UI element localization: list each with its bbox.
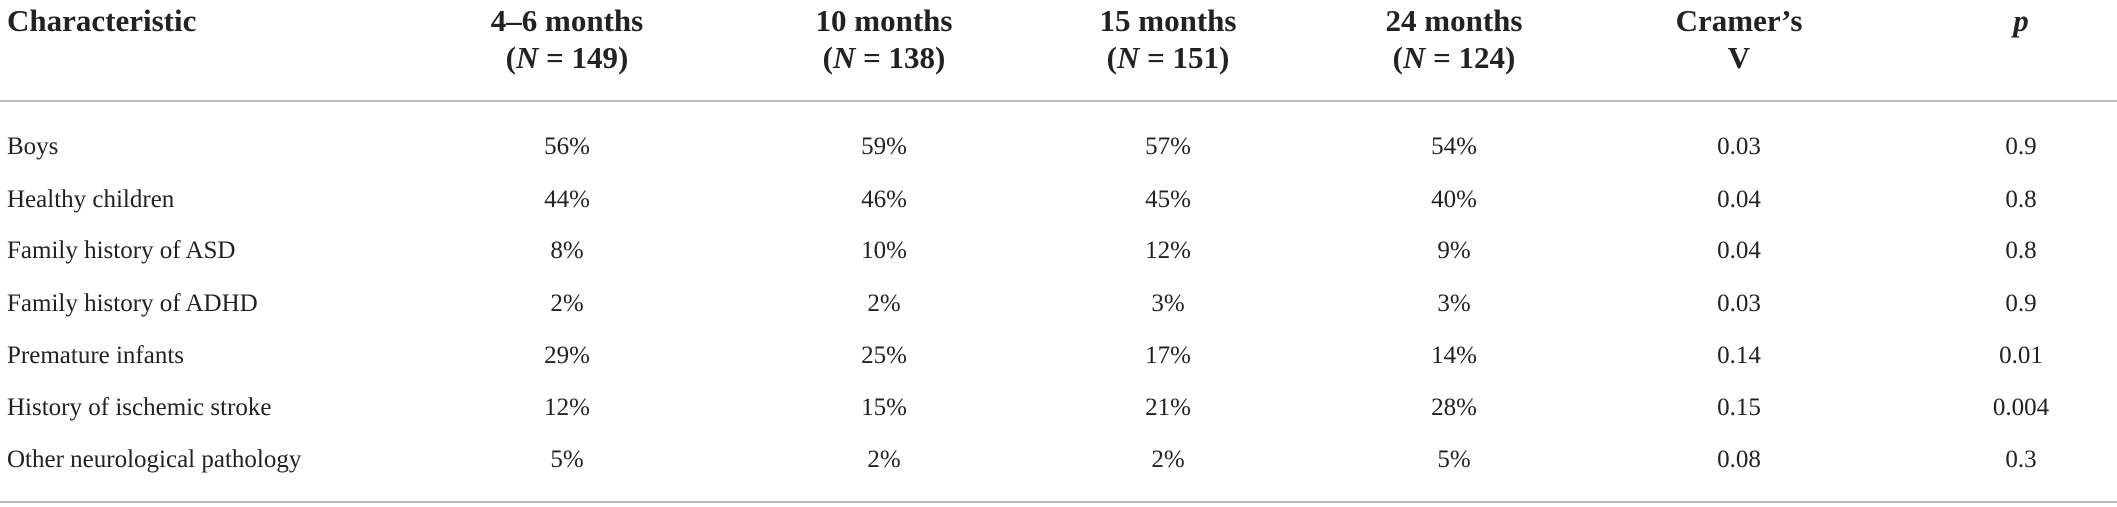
header-text: ( — [1392, 40, 1403, 75]
header-text: 10 months — [815, 3, 953, 38]
header-text: N — [515, 40, 539, 75]
cell-value: 5% — [1437, 446, 1471, 473]
cell-value: 0.8 — [2005, 237, 2037, 264]
column-header: p — [2013, 2, 2029, 39]
header-text: = 124) — [1425, 40, 1516, 75]
header-text: p — [2013, 3, 2029, 38]
cell-value: 57% — [1145, 133, 1191, 160]
header-line: Cramer’s — [1676, 2, 1803, 39]
cell-value: 44% — [544, 186, 590, 213]
header-text: Characteristic — [7, 3, 197, 38]
cell-value: 12% — [544, 394, 590, 421]
cell-value: 0.8 — [2005, 186, 2037, 213]
header-text: 15 months — [1099, 3, 1237, 38]
cell-value: 3% — [1151, 290, 1185, 317]
cell-value: 0.04 — [1717, 237, 1761, 264]
cell-value: 8% — [550, 237, 584, 264]
header-line: (N = 124) — [1386, 39, 1523, 76]
cell-value: 0.3 — [2005, 446, 2037, 473]
cell-value: 9% — [1437, 237, 1471, 264]
column-header: 10 months (N = 138) — [816, 2, 953, 76]
row-label: Premature infants — [7, 342, 185, 369]
header-line: Characteristic — [7, 2, 196, 39]
header-line: 15 months — [1100, 2, 1237, 39]
header-line: (N = 151) — [1100, 39, 1237, 76]
row-label: History of ischemic stroke — [7, 394, 272, 421]
header-text: 24 months — [1385, 3, 1523, 38]
column-header: 15 months (N = 151) — [1100, 2, 1237, 76]
cell-value: 28% — [1431, 394, 1477, 421]
cell-value: 46% — [861, 186, 907, 213]
column-header: 24 months (N = 124) — [1386, 2, 1523, 76]
row-label: Other neurological pathology — [7, 446, 302, 473]
header-text: N — [1402, 40, 1426, 75]
header-text: V — [1727, 40, 1751, 75]
row-label: Family history of ADHD — [7, 290, 258, 317]
cell-value: 3% — [1437, 290, 1471, 317]
header-line: (N = 149) — [491, 39, 643, 76]
cell-value: 14% — [1431, 342, 1477, 369]
cell-value: 5% — [550, 446, 584, 473]
cell-value: 15% — [861, 394, 907, 421]
header-text: = 149) — [538, 40, 629, 75]
cell-value: 0.9 — [2005, 133, 2037, 160]
header-line: 4–6 months — [491, 2, 643, 39]
cell-value: 0.03 — [1717, 290, 1761, 317]
header-line: (N = 138) — [816, 39, 953, 76]
cell-value: 56% — [544, 133, 590, 160]
cell-value: 59% — [861, 133, 907, 160]
header-text: = 151) — [1139, 40, 1230, 75]
header-text: Cramer’s — [1675, 3, 1803, 38]
cell-value: 29% — [544, 342, 590, 369]
row-label: Healthy children — [7, 186, 175, 213]
cell-value: 25% — [861, 342, 907, 369]
cell-value: 2% — [550, 290, 584, 317]
header-text: 4–6 months — [490, 3, 644, 38]
cell-value: 21% — [1145, 394, 1191, 421]
cell-value: 0.08 — [1717, 446, 1761, 473]
header-text: N — [832, 40, 856, 75]
cell-value: 40% — [1431, 186, 1477, 213]
header-text: = 138) — [855, 40, 946, 75]
header-text: N — [1116, 40, 1140, 75]
header-text: ( — [1106, 40, 1117, 75]
cell-value: 2% — [867, 446, 901, 473]
row-label: Family history of ASD — [7, 237, 236, 264]
cell-value: 45% — [1145, 186, 1191, 213]
cell-value: 0.03 — [1717, 133, 1761, 160]
header-line: 10 months — [816, 2, 953, 39]
column-header: Characteristic — [7, 2, 196, 39]
cell-value: 0.04 — [1717, 186, 1761, 213]
header-line: V — [1676, 39, 1803, 76]
cell-value: 0.004 — [1992, 394, 2050, 421]
cell-value: 12% — [1145, 237, 1191, 264]
cell-value: 17% — [1145, 342, 1191, 369]
header-text: ( — [822, 40, 833, 75]
cell-value: 0.15 — [1717, 394, 1761, 421]
cell-value: 0.14 — [1717, 342, 1761, 369]
header-rule — [0, 100, 2117, 102]
header-line: 24 months — [1386, 2, 1523, 39]
column-header: Cramer’s V — [1676, 2, 1803, 76]
row-label: Boys — [7, 133, 59, 160]
cell-value: 0.01 — [1999, 342, 2043, 369]
header-text: ( — [505, 40, 516, 75]
cell-value: 54% — [1431, 133, 1477, 160]
cell-value: 10% — [861, 237, 907, 264]
bottom-rule — [0, 501, 2117, 503]
cell-value: 2% — [1151, 446, 1185, 473]
cell-value: 2% — [867, 290, 901, 317]
cell-value: 0.9 — [2005, 290, 2037, 317]
column-header: 4–6 months (N = 149) — [491, 2, 643, 76]
header-line: p — [2013, 2, 2029, 39]
